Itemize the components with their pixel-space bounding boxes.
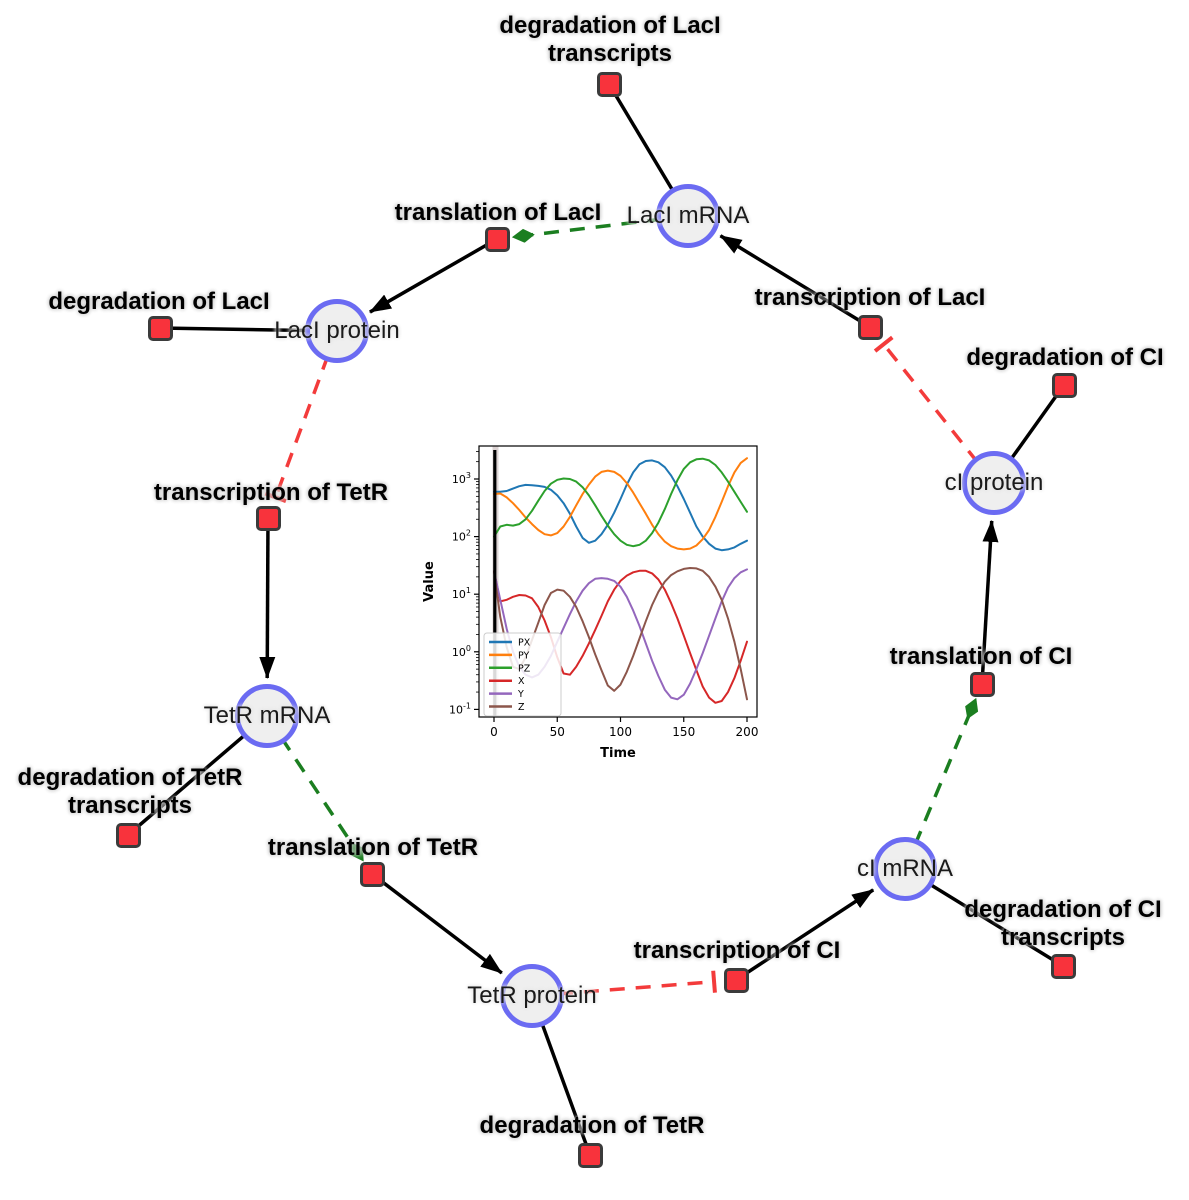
species-node-ci-mrna[interactable] bbox=[873, 837, 937, 901]
svg-text:150: 150 bbox=[672, 725, 695, 739]
reaction-label-deg-ci-transcripts: degradation of CI transcripts bbox=[964, 896, 1161, 952]
species-label-tetr-mrna: TetR mRNA bbox=[203, 702, 331, 729]
reaction-label-line: degradation of TetR bbox=[17, 764, 243, 791]
inhibition-tbar-txn-laci bbox=[873, 335, 894, 353]
y-axis-label: Value bbox=[422, 561, 437, 602]
reaction-label-line: degradation of CI bbox=[966, 344, 1164, 371]
species-label-laci-mrna: LacI mRNA bbox=[626, 202, 750, 229]
reaction-label-line: transcripts bbox=[547, 40, 673, 67]
reaction-label-line: degradation of LacI bbox=[499, 12, 721, 39]
reaction-node-txn-ci[interactable] bbox=[723, 967, 749, 993]
svg-text:103: 103 bbox=[452, 471, 471, 486]
reaction-node-deg-ci-transcripts[interactable] bbox=[1050, 953, 1076, 979]
reaction-label-line: translation of TetR bbox=[267, 834, 479, 861]
reaction-label-line: transcripts bbox=[1000, 924, 1126, 951]
svg-text:10-1: 10-1 bbox=[449, 701, 471, 716]
reaction-node-txn-tetr[interactable] bbox=[255, 505, 281, 531]
series-line-Z bbox=[493, 567, 748, 701]
species-node-tetr-mrna[interactable] bbox=[235, 684, 299, 748]
svg-text:PX: PX bbox=[518, 638, 531, 649]
svg-text:Y: Y bbox=[517, 689, 524, 700]
edge-production-trans-laci-to-laci-protein bbox=[369, 237, 498, 314]
svg-text:102: 102 bbox=[452, 529, 471, 544]
inhibition-tbar-txn-ci bbox=[711, 970, 717, 993]
reaction-node-deg-tetr[interactable] bbox=[577, 1142, 603, 1168]
reaction-node-txn-laci[interactable] bbox=[857, 314, 883, 340]
reaction-label-line: degradation of TetR bbox=[479, 1112, 705, 1139]
species-label-tetr-protein: TetR protein bbox=[467, 982, 597, 1009]
reaction-label-deg-laci-transcripts: degradation of LacI transcripts bbox=[499, 12, 720, 68]
svg-text:X: X bbox=[518, 676, 525, 687]
edge-production-txn-laci-to-laci-mrna bbox=[719, 234, 871, 329]
svg-text:101: 101 bbox=[452, 586, 471, 601]
species-label-ci-mrna: cI mRNA bbox=[857, 855, 953, 882]
reaction-label-line: translation of CI bbox=[889, 643, 1073, 670]
x-axis-label: Time bbox=[600, 746, 636, 761]
edge-production-trans-ci-to-ci-protein bbox=[980, 519, 999, 685]
edge-production-txn-ci-to-ci-mrna bbox=[735, 888, 875, 982]
svg-text:Z: Z bbox=[518, 702, 525, 713]
svg-text:PZ: PZ bbox=[518, 663, 531, 674]
reaction-node-trans-tetr[interactable] bbox=[359, 861, 385, 887]
edge-production-trans-tetr-to-tetr-protein bbox=[370, 872, 503, 975]
reaction-label-line: transcripts bbox=[67, 792, 193, 819]
species-label-ci-protein: cI protein bbox=[944, 469, 1044, 496]
species-node-laci-mrna[interactable] bbox=[656, 184, 720, 248]
reaction-label-line: translation of LacI bbox=[394, 199, 602, 226]
series-line-PX bbox=[493, 459, 748, 552]
reaction-label-line: transcription of LacI bbox=[754, 284, 986, 311]
reaction-label-line: transcription of CI bbox=[633, 937, 841, 964]
series-line-PY bbox=[493, 457, 748, 551]
reaction-label-deg-laci: degradation of LacI bbox=[48, 288, 269, 316]
reaction-label-txn-laci: transcription of LacI bbox=[755, 284, 986, 312]
edge-production-txn-tetr-to-tetr-mrna bbox=[259, 517, 276, 680]
reaction-node-deg-tetr-transcripts[interactable] bbox=[115, 822, 141, 848]
reaction-node-trans-ci[interactable] bbox=[969, 671, 995, 697]
reaction-label-trans-ci: translation of CI bbox=[890, 643, 1073, 671]
simulation-plot: 0 50 100 150 20010310210110010-1TimeValuePXP… bbox=[422, 445, 759, 761]
inhibition-tbar-txn-tetr bbox=[264, 491, 287, 504]
reaction-node-trans-laci[interactable] bbox=[484, 226, 510, 252]
reaction-node-deg-laci-transcripts[interactable] bbox=[596, 71, 622, 97]
svg-text:200: 200 bbox=[736, 725, 759, 739]
reaction-label-line: degradation of CI bbox=[964, 896, 1162, 923]
svg-text:100: 100 bbox=[609, 725, 632, 739]
species-node-ci-protein[interactable] bbox=[962, 451, 1026, 515]
species-label-laci-protein: LacI protein bbox=[274, 317, 400, 344]
reaction-label-line: transcription of TetR bbox=[153, 479, 389, 506]
reaction-label-trans-laci: translation of LacI bbox=[395, 199, 602, 227]
reaction-label-deg-ci: degradation of CI bbox=[966, 344, 1163, 372]
svg-text:PY: PY bbox=[518, 650, 530, 661]
svg-text:0: 0 bbox=[490, 725, 498, 739]
reaction-label-txn-ci: transcription of CI bbox=[634, 937, 841, 965]
reaction-node-deg-ci[interactable] bbox=[1051, 372, 1077, 398]
reaction-node-deg-laci[interactable] bbox=[147, 315, 173, 341]
species-node-laci-protein[interactable] bbox=[305, 299, 369, 363]
series-line-X bbox=[493, 569, 748, 704]
species-node-tetr-protein[interactable] bbox=[500, 964, 564, 1028]
reaction-label-deg-tetr: degradation of TetR bbox=[480, 1112, 705, 1140]
svg-text:50: 50 bbox=[550, 725, 565, 739]
reaction-label-line: degradation of LacI bbox=[48, 288, 270, 315]
svg-text:100: 100 bbox=[452, 644, 471, 659]
reaction-label-trans-tetr: translation of TetR bbox=[268, 834, 478, 862]
reaction-label-deg-tetr-transcripts: degradation of TetR transcripts bbox=[18, 764, 243, 820]
reaction-label-txn-tetr: transcription of TetR bbox=[154, 479, 388, 507]
series-line-PZ bbox=[493, 457, 748, 548]
